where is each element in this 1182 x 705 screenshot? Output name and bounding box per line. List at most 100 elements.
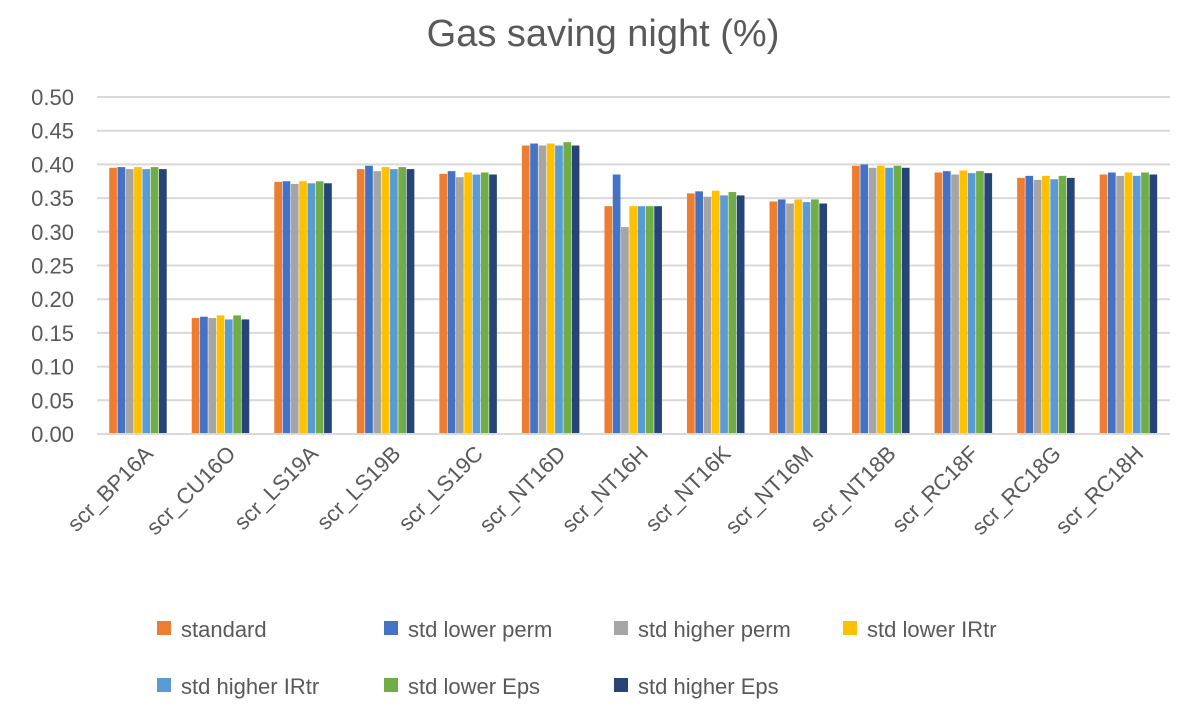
bar xyxy=(150,167,159,434)
legend-label: std higher IRtr xyxy=(181,674,319,699)
y-tick-label: 0.45 xyxy=(31,119,74,144)
bar xyxy=(472,174,481,434)
bar xyxy=(521,145,530,434)
bar xyxy=(530,143,538,435)
bar xyxy=(686,193,695,434)
bar xyxy=(777,199,786,434)
bar xyxy=(695,191,703,434)
bar xyxy=(224,319,233,434)
bar xyxy=(555,145,563,434)
bar xyxy=(711,190,720,434)
bar xyxy=(860,164,869,434)
bar xyxy=(786,203,794,434)
bar xyxy=(976,171,984,434)
bar xyxy=(728,192,737,434)
bar xyxy=(654,206,662,434)
bar xyxy=(1066,177,1075,434)
bar xyxy=(307,183,316,434)
bar xyxy=(233,315,241,434)
y-tick-label: 0.05 xyxy=(31,388,74,413)
bar xyxy=(967,173,976,435)
bar xyxy=(629,206,638,434)
bar xyxy=(109,167,117,434)
bar xyxy=(621,227,629,434)
legend-label: std higher perm xyxy=(638,617,791,642)
legend-label: std lower IRtr xyxy=(867,617,997,642)
legend-swatch xyxy=(614,678,628,692)
bar xyxy=(299,181,307,434)
chart-title: Gas saving night (%) xyxy=(427,13,780,55)
legend-swatch xyxy=(157,678,171,692)
bar xyxy=(390,169,398,435)
legend: standard std lower perm std higher perm std… xyxy=(157,617,997,699)
bar xyxy=(1099,174,1108,434)
bar xyxy=(356,169,365,435)
bar xyxy=(612,174,621,434)
y-tick-label: 0.35 xyxy=(31,186,74,211)
bar xyxy=(868,167,877,434)
bar xyxy=(876,165,885,435)
bar xyxy=(464,172,472,434)
bar xyxy=(563,142,572,434)
bar xyxy=(959,170,968,434)
bar xyxy=(142,169,151,435)
bar xyxy=(736,195,745,434)
bar xyxy=(703,196,712,434)
bar xyxy=(282,181,291,434)
bar xyxy=(1025,175,1034,434)
y-tick-label: 0.40 xyxy=(31,152,74,177)
bar xyxy=(117,167,126,434)
y-tick-label: 0.50 xyxy=(31,85,74,110)
legend-swatch xyxy=(843,621,857,635)
bar xyxy=(200,316,208,434)
bar xyxy=(1050,179,1059,434)
bar xyxy=(1033,179,1042,434)
bar xyxy=(720,195,728,434)
bar xyxy=(885,167,893,434)
bar xyxy=(159,169,167,435)
y-axis: 0.00 0.05 0.10 0.15 0.20 0.25 0.30 0.35 0.40 0.45… xyxy=(31,85,74,447)
legend-label: std lower perm xyxy=(408,617,552,642)
bar xyxy=(439,173,448,434)
legend-swatch xyxy=(157,621,171,635)
bar xyxy=(951,174,959,434)
bar xyxy=(1132,175,1141,434)
bar xyxy=(794,199,803,434)
legend-label: std higher Eps xyxy=(638,674,779,699)
bar xyxy=(819,203,828,434)
bar xyxy=(893,165,902,435)
bar xyxy=(447,171,456,434)
bar xyxy=(373,171,382,434)
bar xyxy=(455,177,464,434)
bar xyxy=(274,181,282,434)
bar xyxy=(381,167,390,434)
bar xyxy=(365,165,373,435)
bar xyxy=(125,169,134,435)
bar xyxy=(315,181,324,434)
bar xyxy=(191,318,200,434)
legend-swatch xyxy=(384,621,398,635)
bar xyxy=(637,206,646,434)
legend-swatch xyxy=(614,621,628,635)
y-tick-label: 0.20 xyxy=(31,287,74,312)
bar xyxy=(769,201,778,434)
bar xyxy=(802,202,811,434)
bar xyxy=(811,199,819,434)
legend-label: standard xyxy=(181,617,267,642)
bar xyxy=(1116,175,1124,434)
bar xyxy=(546,143,555,435)
bar xyxy=(901,167,910,434)
y-tick-label: 0.00 xyxy=(31,422,74,447)
bar xyxy=(290,183,299,434)
bar xyxy=(134,167,142,434)
bar xyxy=(984,173,993,435)
bar xyxy=(604,206,613,434)
bar xyxy=(1017,177,1025,434)
legend-swatch xyxy=(384,678,398,692)
bar xyxy=(241,319,250,434)
bar xyxy=(571,145,580,434)
bar xyxy=(1149,174,1158,434)
bar xyxy=(942,171,951,434)
bar xyxy=(208,318,217,434)
bar xyxy=(934,172,943,434)
